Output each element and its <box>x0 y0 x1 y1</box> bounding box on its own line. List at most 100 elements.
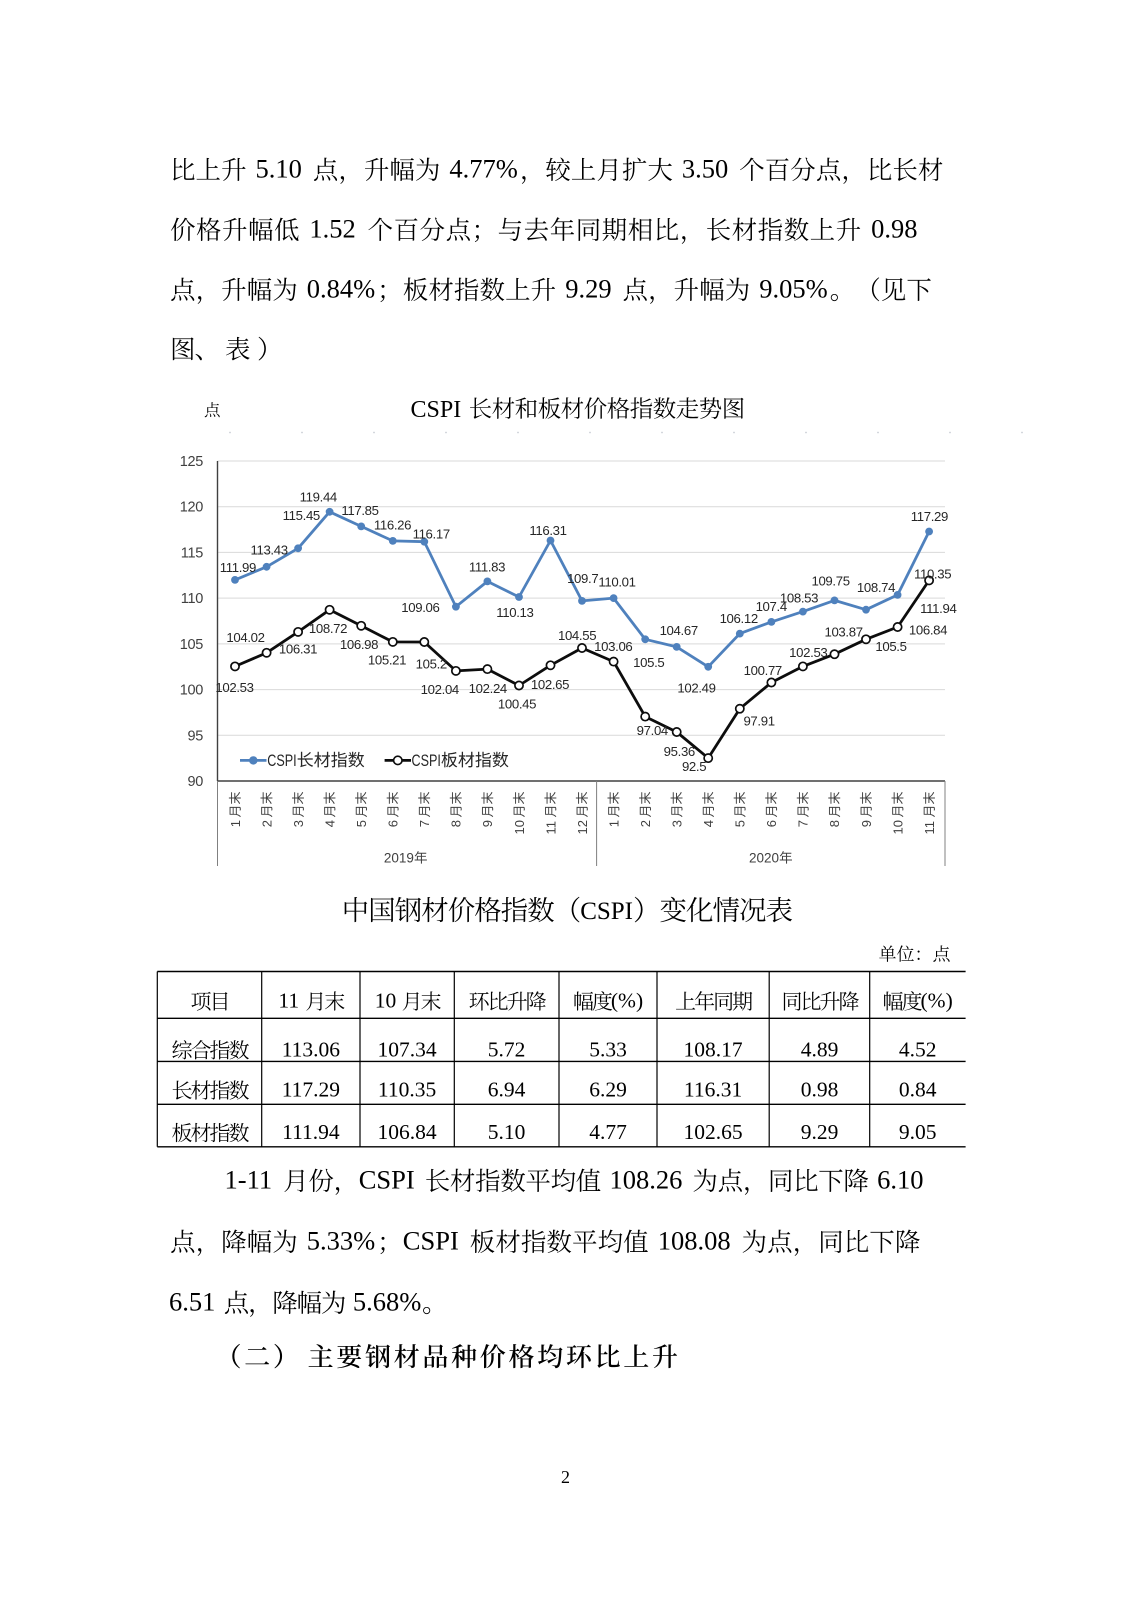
svg-text:4.52: 4.52 <box>899 1037 937 1061</box>
svg-text:3: 3 <box>291 820 306 827</box>
svg-text:0.98: 0.98 <box>801 1078 839 1102</box>
svg-text:106.31: 106.31 <box>279 642 317 657</box>
svg-text:104.55: 104.55 <box>558 628 596 643</box>
svg-text:108.17: 108.17 <box>684 1037 743 1061</box>
svg-text:110: 110 <box>181 591 203 607</box>
svg-text:9.29: 9.29 <box>801 1120 839 1144</box>
svg-text:0.98: 0.98 <box>871 214 917 244</box>
svg-text:109.06: 109.06 <box>401 600 439 615</box>
svg-text:117.29: 117.29 <box>282 1078 340 1102</box>
svg-text:111.99: 111.99 <box>220 560 256 575</box>
svg-text:104.67: 104.67 <box>660 623 698 638</box>
svg-text:105: 105 <box>180 637 204 653</box>
svg-text:105.2: 105.2 <box>416 656 447 671</box>
svg-text:113.06: 113.06 <box>282 1037 341 1061</box>
svg-text:9: 9 <box>480 820 495 827</box>
svg-text:106.84: 106.84 <box>909 622 947 637</box>
svg-text:113.43: 113.43 <box>250 543 287 558</box>
svg-text:5.33: 5.33 <box>589 1037 627 1061</box>
svg-text:5: 5 <box>733 820 748 827</box>
svg-text:111.94: 111.94 <box>282 1120 340 1144</box>
svg-text:6.51: 6.51 <box>169 1287 215 1317</box>
svg-text:125: 125 <box>180 454 204 470</box>
svg-text:100.77: 100.77 <box>744 663 782 678</box>
svg-text:103.06: 103.06 <box>594 639 632 654</box>
svg-text:10: 10 <box>512 820 527 834</box>
svg-text:102.53: 102.53 <box>215 680 253 695</box>
svg-text:11: 11 <box>543 821 558 835</box>
svg-text:108.72: 108.72 <box>309 621 347 636</box>
svg-text:0.84%: 0.84% <box>307 274 375 304</box>
svg-text:102.24: 102.24 <box>469 681 507 696</box>
svg-text:1.52: 1.52 <box>309 214 355 244</box>
svg-text:CSPI: CSPI <box>411 397 462 423</box>
svg-text:116.26: 116.26 <box>374 518 411 533</box>
svg-text:5.33%: 5.33% <box>307 1226 375 1256</box>
svg-text:10: 10 <box>375 989 397 1013</box>
svg-text:102.49: 102.49 <box>677 681 715 696</box>
svg-text:97.91: 97.91 <box>743 714 774 729</box>
svg-text:104.02: 104.02 <box>226 630 264 645</box>
svg-text:5.72: 5.72 <box>488 1037 526 1061</box>
svg-text:117.29: 117.29 <box>911 509 948 524</box>
svg-text:6.29: 6.29 <box>589 1078 627 1102</box>
svg-text:2019: 2019 <box>384 851 414 866</box>
svg-text:108.26: 108.26 <box>610 1165 683 1195</box>
svg-text:100: 100 <box>180 683 204 699</box>
svg-text:7: 7 <box>796 820 811 827</box>
svg-text:111.94: 111.94 <box>920 601 956 616</box>
svg-text:110.35: 110.35 <box>914 566 951 581</box>
svg-text:11: 11 <box>278 989 299 1013</box>
svg-text:9.05: 9.05 <box>899 1120 937 1144</box>
svg-text:110.35: 110.35 <box>378 1078 436 1102</box>
svg-text:102.04: 102.04 <box>421 682 459 697</box>
svg-text:107.34: 107.34 <box>378 1037 437 1061</box>
svg-text:8: 8 <box>827 820 842 827</box>
svg-text:2: 2 <box>259 820 274 827</box>
svg-text:100.45: 100.45 <box>498 696 536 711</box>
svg-text:116.17: 116.17 <box>413 527 450 542</box>
svg-text:6: 6 <box>764 820 779 827</box>
svg-text:105.21: 105.21 <box>368 652 406 667</box>
svg-text:9: 9 <box>859 820 874 827</box>
svg-text:90: 90 <box>187 774 203 790</box>
svg-text:CSPI: CSPI <box>403 1226 459 1256</box>
svg-text:106.12: 106.12 <box>720 611 758 626</box>
svg-text:106.84: 106.84 <box>378 1120 437 1144</box>
svg-text:0.84: 0.84 <box>899 1078 937 1102</box>
svg-text:5.10: 5.10 <box>256 154 302 184</box>
svg-text:2020: 2020 <box>749 851 779 866</box>
svg-text:(%): (%) <box>921 989 953 1013</box>
svg-text:115.45: 115.45 <box>283 508 320 523</box>
svg-text:109.75: 109.75 <box>811 573 849 588</box>
svg-text:CSPI: CSPI <box>359 1165 415 1195</box>
svg-text:7: 7 <box>417 820 432 827</box>
svg-text:106.98: 106.98 <box>340 637 378 652</box>
svg-text:4.89: 4.89 <box>801 1037 839 1061</box>
svg-text:110.01: 110.01 <box>598 574 635 589</box>
svg-text:92.5: 92.5 <box>682 759 706 774</box>
svg-text:4.77: 4.77 <box>589 1120 627 1144</box>
svg-text:2: 2 <box>561 1467 570 1487</box>
svg-text:5: 5 <box>354 820 369 827</box>
svg-text:119.44: 119.44 <box>300 489 337 504</box>
svg-text:1: 1 <box>606 820 621 827</box>
svg-text:8: 8 <box>449 820 464 827</box>
svg-text:4: 4 <box>701 820 716 827</box>
svg-text:108.08: 108.08 <box>658 1226 731 1256</box>
svg-text:103.87: 103.87 <box>824 625 862 640</box>
svg-text:(%): (%) <box>611 989 643 1013</box>
svg-text:6: 6 <box>386 820 401 827</box>
svg-text:108.53: 108.53 <box>780 590 818 605</box>
svg-text:116.31: 116.31 <box>684 1078 742 1102</box>
svg-text:115: 115 <box>181 545 203 561</box>
svg-text:5.10: 5.10 <box>488 1120 526 1144</box>
svg-text:4.77%: 4.77% <box>449 154 517 184</box>
svg-text:5.68%: 5.68% <box>353 1287 421 1317</box>
svg-text:110.13: 110.13 <box>496 605 533 620</box>
svg-text:95: 95 <box>187 728 203 744</box>
svg-text:1-11: 1-11 <box>225 1165 273 1195</box>
svg-text:108.74: 108.74 <box>857 580 895 595</box>
svg-text:CSPI: CSPI <box>267 751 296 770</box>
svg-text:3: 3 <box>670 820 685 827</box>
